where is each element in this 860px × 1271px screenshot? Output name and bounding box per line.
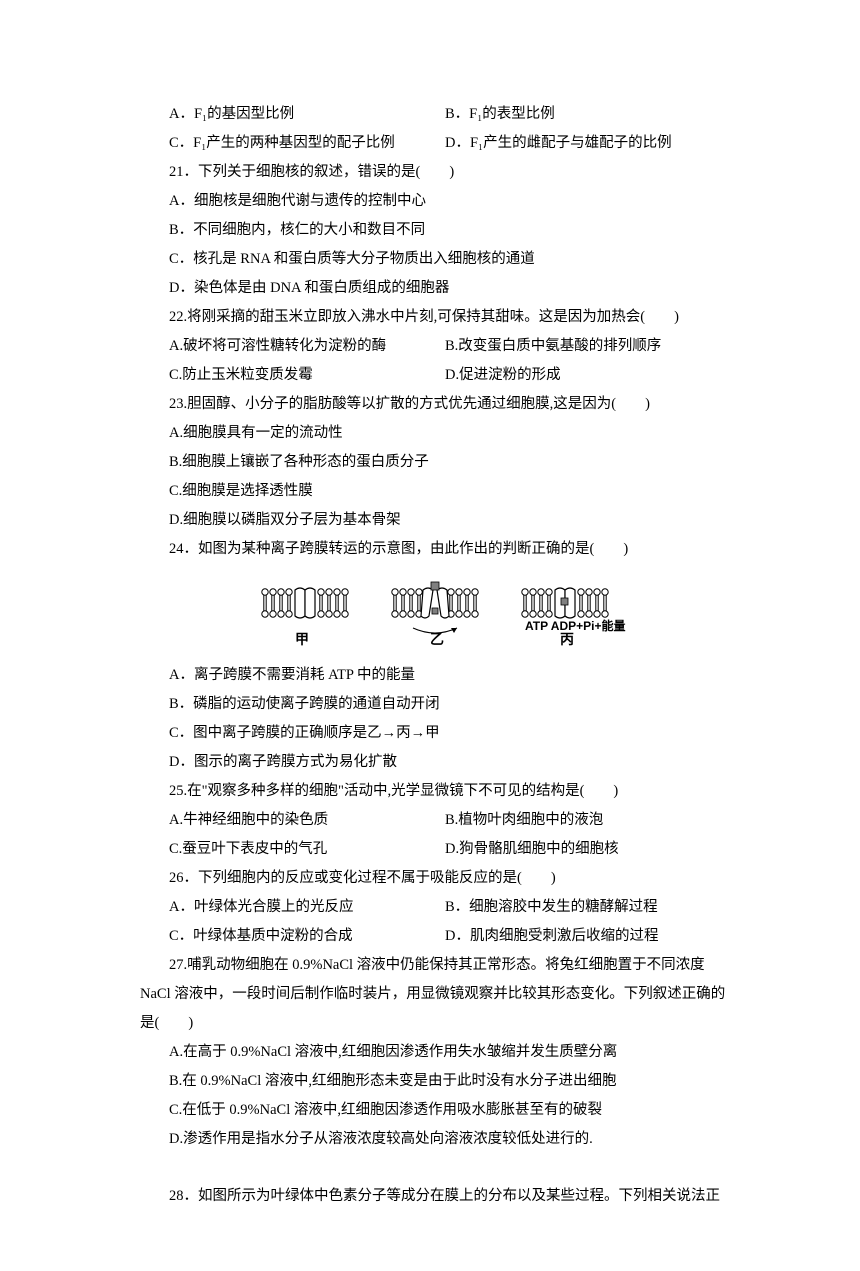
- q25-optD: D.狗骨骼肌细胞中的细胞核: [445, 835, 750, 864]
- q22-optC: C.防止玉米粒变质发霉: [140, 361, 445, 390]
- q20-optC: C．F₁产生的两种基因型的配子比例: [140, 129, 445, 158]
- q23-optD: D.细胞膜以磷脂双分子层为基本骨架: [140, 506, 750, 535]
- svg-text:甲: 甲: [295, 632, 309, 648]
- q27-optC: C.在低于 0.9%NaCl 溶液中,红细胞因渗透作用吸水膨胀甚至有的破裂: [140, 1096, 750, 1125]
- q24-optA: A．离子跨膜不需要消耗 ATP 中的能量: [140, 661, 750, 690]
- q26-options-row1: A．叶绿体光合膜上的光反应 B．细胞溶胶中发生的糖酵解过程: [140, 893, 750, 922]
- q27-optB: B.在 0.9%NaCl 溶液中,红细胞形态未变是由于此时没有水分子进出细胞: [140, 1067, 750, 1096]
- q27-optA: A.在高于 0.9%NaCl 溶液中,红细胞因渗透作用失水皱缩并发生质壁分离: [140, 1038, 750, 1067]
- q25-options-row2: C.蚕豆叶下表皮中的气孔 D.狗骨骼肌细胞中的细胞核: [140, 835, 750, 864]
- q26-optB: B．细胞溶胶中发生的糖酵解过程: [445, 893, 750, 922]
- q20-optA: A．F₁的基因型比例: [140, 100, 445, 129]
- q22-optD: D.促进淀粉的形成: [445, 361, 750, 390]
- q22-options-row2: C.防止玉米粒变质发霉 D.促进淀粉的形成: [140, 361, 750, 390]
- q24-stem: 24．如图为某种离子跨膜转运的示意图，由此作出的判断正确的是( ): [140, 535, 750, 564]
- q20-optB: B．F₁的表型比例: [445, 100, 750, 129]
- q22-stem: 22.将刚采摘的甜玉米立即放入沸水中片刻,可保持其甜味。这是因为加热会( ): [140, 303, 750, 332]
- q21-optA: A．细胞核是细胞代谢与遗传的控制中心: [140, 187, 750, 216]
- q28-stem: 28．如图所示为叶绿体中色素分子等成分在膜上的分布以及某些过程。下列相关说法正: [140, 1182, 750, 1211]
- q26-optD: D．肌肉细胞受刺激后收缩的过程: [445, 922, 750, 951]
- q22-options-row1: A.破坏将可溶性糖转化为淀粉的酶 B.改变蛋白质中氨基酸的排列顺序: [140, 332, 750, 361]
- q27-stem-line1: 27.哺乳动物细胞在 0.9%NaCl 溶液中仍能保持其正常形态。将兔红细胞置于…: [140, 951, 750, 980]
- q21-optD: D．染色体是由 DNA 和蛋白质组成的细胞器: [140, 274, 750, 303]
- q23-optA: A.细胞膜具有一定的流动性: [140, 419, 750, 448]
- q21-optC: C．核孔是 RNA 和蛋白质等大分子物质出入细胞核的通道: [140, 245, 750, 274]
- q20-options-row1: A．F₁的基因型比例 B．F₁的表型比例: [140, 100, 750, 129]
- q20-optD: D．F₁产生的雌配子与雄配子的比例: [445, 129, 750, 158]
- q26-optA: A．叶绿体光合膜上的光反应: [140, 893, 445, 922]
- q23-optB: B.细胞膜上镶嵌了各种形态的蛋白质分子: [140, 448, 750, 477]
- q24-optB: B．磷脂的运动使离子跨膜的通道自动开闭: [140, 690, 750, 719]
- svg-text:丙: 丙: [560, 632, 574, 648]
- q25-stem: 25.在"观察多种多样的细胞"活动中,光学显微镜下不可见的结构是( ): [140, 777, 750, 806]
- q22-optA: A.破坏将可溶性糖转化为淀粉的酶: [140, 332, 445, 361]
- atp-label: ATP ADP+Pi+能量: [525, 618, 625, 633]
- spacer: [140, 1154, 750, 1182]
- q25-options-row1: A.牛神经细胞中的染色质 B.植物叶肉细胞中的液泡: [140, 806, 750, 835]
- q24-figure: ATP ADP+Pi+能量 甲 乙 丙: [140, 570, 750, 659]
- q27-stem-line2: NaCl 溶液中，一段时间后制作临时装片，用显微镜观察并比较其形态变化。下列叙述…: [140, 980, 750, 1009]
- q24-optC: C．图中离子跨膜的正确顺序是乙→丙→甲: [140, 719, 750, 748]
- q25-optC: C.蚕豆叶下表皮中的气孔: [140, 835, 445, 864]
- q20-options-row2: C．F₁产生的两种基因型的配子比例 D．F₁产生的雌配子与雄配子的比例: [140, 129, 750, 158]
- q21-optB: B．不同细胞内，核仁的大小和数目不同: [140, 216, 750, 245]
- q25-optA: A.牛神经细胞中的染色质: [140, 806, 445, 835]
- q23-optC: C.细胞膜是选择透性膜: [140, 477, 750, 506]
- q26-stem: 26．下列细胞内的反应或变化过程不属于吸能反应的是( ): [140, 864, 750, 893]
- q27-stem-line3: 是( ): [140, 1009, 750, 1038]
- q26-optC: C．叶绿体基质中淀粉的合成: [140, 922, 445, 951]
- q23-stem: 23.胆固醇、小分子的脂肪酸等以扩散的方式优先通过细胞膜,这是因为( ): [140, 390, 750, 419]
- svg-text:乙: 乙: [430, 632, 444, 648]
- q26-options-row2: C．叶绿体基质中淀粉的合成 D．肌肉细胞受刺激后收缩的过程: [140, 922, 750, 951]
- q21-stem: 21．下列关于细胞核的叙述，错误的是( ): [140, 158, 750, 187]
- exam-page: A．F₁的基因型比例 B．F₁的表型比例 C．F₁产生的两种基因型的配子比例 D…: [0, 0, 860, 1271]
- q22-optB: B.改变蛋白质中氨基酸的排列顺序: [445, 332, 750, 361]
- q24-optD: D．图示的离子跨膜方式为易化扩散: [140, 748, 750, 777]
- q27-optD: D.渗透作用是指水分子从溶液浓度较高处向溶液浓度较低处进行的.: [140, 1125, 750, 1154]
- membrane-diagram-icon: ATP ADP+Pi+能量 甲 乙 丙: [255, 570, 635, 648]
- q25-optB: B.植物叶肉细胞中的液泡: [445, 806, 750, 835]
